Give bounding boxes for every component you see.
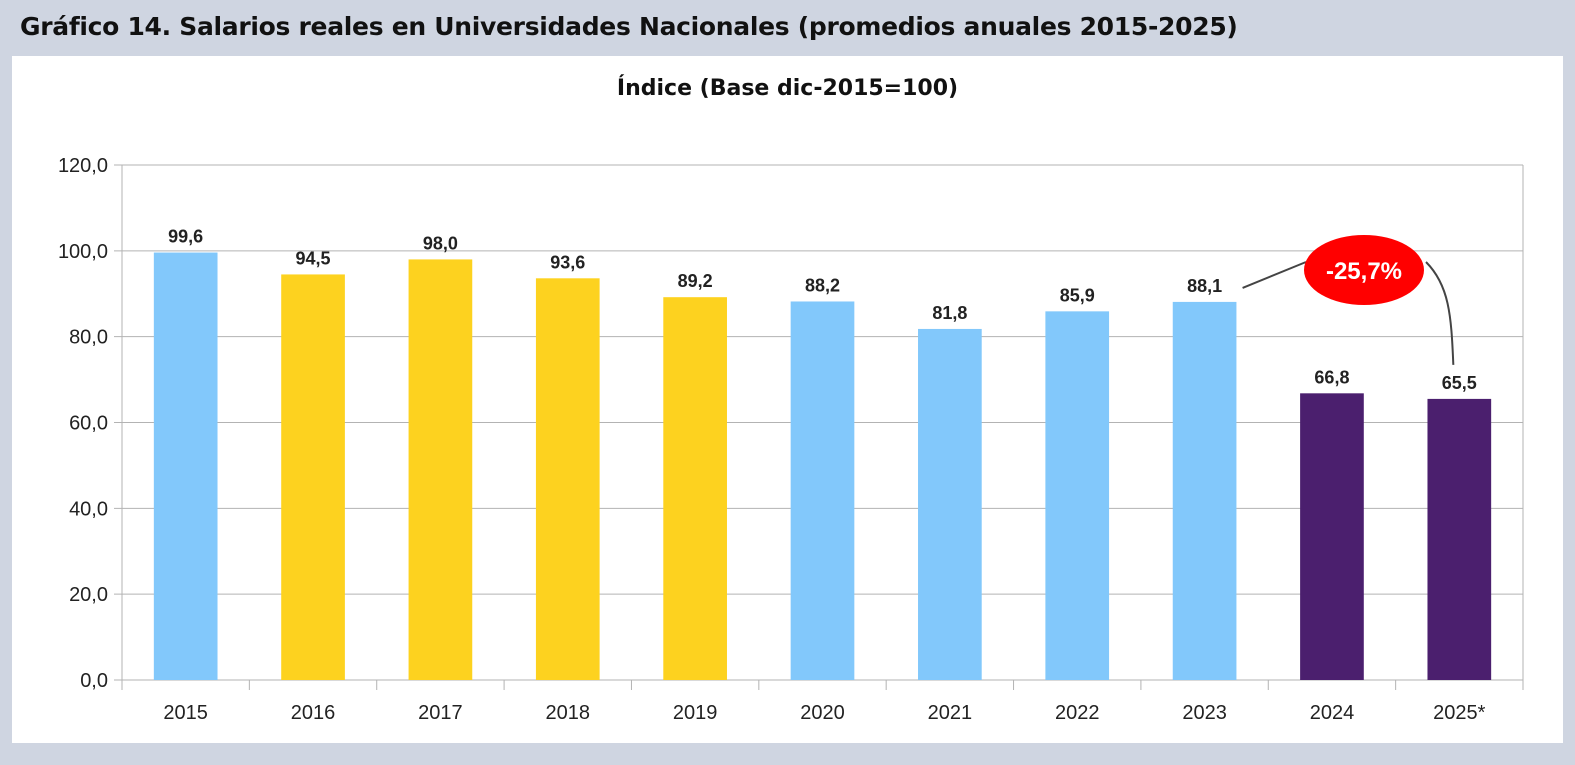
y-tick-label: 100,0 — [58, 241, 108, 263]
data-label: 85,9 — [1060, 285, 1095, 305]
data-label: 65,5 — [1442, 373, 1477, 393]
data-label: 99,6 — [168, 227, 203, 247]
x-tick-label: 2015 — [163, 702, 208, 724]
bar-2019 — [663, 297, 727, 680]
y-tick-label: 0,0 — [80, 670, 108, 692]
annotation-bubble — [1304, 235, 1424, 305]
x-tick-label: 2017 — [418, 702, 463, 724]
data-label: 93,6 — [550, 252, 585, 272]
chart-title: Índice (Base dic-2015=100) — [616, 76, 959, 101]
bar-2025 — [1427, 398, 1492, 680]
data-label: 66,8 — [1314, 367, 1349, 387]
x-tick-label: 2016 — [291, 702, 336, 724]
x-tick-label: 2021 — [928, 702, 973, 724]
annotation-connector-right — [1425, 261, 1455, 365]
bar-2021 — [918, 328, 982, 680]
x-tick-label: 2020 — [800, 702, 845, 724]
bar-2016 — [281, 274, 345, 680]
bar-2015 — [153, 252, 218, 681]
data-label: 88,1 — [1187, 276, 1222, 296]
bar-2023 — [1172, 301, 1237, 680]
y-tick-label: 120,0 — [58, 155, 108, 177]
bar-2020 — [790, 301, 855, 680]
data-label: 88,2 — [805, 275, 840, 295]
x-tick-label: 2024 — [1310, 702, 1355, 724]
y-tick-label: 20,0 — [69, 584, 108, 606]
x-tick-label: 2019 — [673, 702, 718, 724]
data-label: 94,5 — [296, 248, 331, 268]
bar-2024 — [1300, 393, 1364, 680]
bar-2022 — [1045, 311, 1110, 680]
annotation-label: -25,7% — [1326, 258, 1402, 285]
data-label: 89,2 — [678, 271, 713, 291]
data-label: 98,0 — [423, 233, 458, 253]
x-tick-label: 2022 — [1055, 702, 1100, 724]
x-tick-label: 2018 — [546, 702, 591, 724]
data-label: 81,8 — [932, 303, 967, 323]
y-tick-label: 60,0 — [69, 413, 108, 435]
x-tick-label: 2023 — [1182, 702, 1227, 724]
annotation-connector-left — [1242, 261, 1307, 289]
chart-panel: Índice (Base dic-2015=100) 0,0 20,0 40,0 60… — [12, 56, 1563, 743]
figure-title: Gráfico 14. Salarios reales en Universid… — [20, 12, 1238, 41]
y-tick-label: 80,0 — [69, 327, 108, 349]
bar-2017 — [408, 259, 473, 680]
bar-2018 — [535, 278, 600, 680]
bar-chart: 0,0 20,0 40,0 60,0 80,0 100,0 120,0 99,6 2015 94,… — [58, 155, 1524, 724]
y-tick-label: 40,0 — [69, 498, 108, 520]
x-tick-label: 2025* — [1433, 702, 1485, 724]
